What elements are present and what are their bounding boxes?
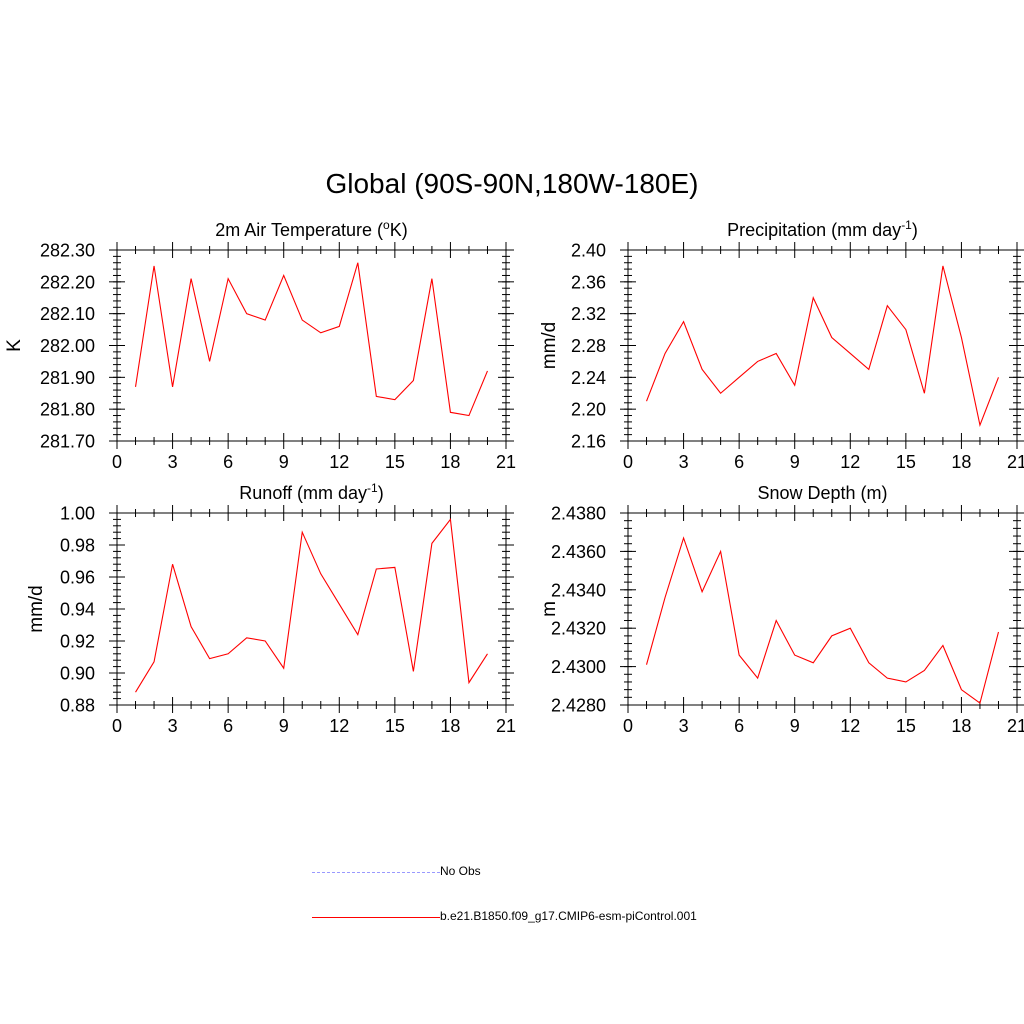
x-tick-label: 15: [385, 716, 405, 736]
x-tick-label: 9: [790, 716, 800, 736]
x-tick-label: 12: [840, 716, 860, 736]
y-tick-label: 2.32: [571, 304, 606, 324]
y-tick-label: 282.20: [40, 272, 95, 292]
x-tick-label: 12: [329, 452, 349, 472]
x-tick-label: 21: [496, 452, 516, 472]
panel-title-main: Runoff (mm day: [239, 483, 367, 503]
y-tick-label: 1.00: [60, 504, 95, 524]
y-axis-label: mm/d: [539, 322, 560, 370]
chart-snow-depth: 0 3 6 9 12 15 18 21 2.4280 2.4300 2.4320 2.4340 2.43…: [539, 483, 1024, 736]
plot-frame: [627, 249, 1018, 442]
y-axis-label: m: [539, 601, 560, 617]
y-tick-label: 2.4380: [551, 504, 606, 524]
x-tick-label: 21: [496, 716, 516, 736]
x-tick-label: 18: [440, 716, 460, 736]
panel-title-main: 2m Air Temperature (: [215, 220, 383, 240]
x-tick-label: 12: [329, 716, 349, 736]
panel-title-tail: K): [390, 220, 408, 240]
x-tick-label: 6: [223, 716, 233, 736]
x-tick-label: 15: [385, 452, 405, 472]
panel-title-sup: -1: [367, 481, 378, 495]
y-tick-label: 2.4300: [551, 657, 606, 677]
y-axis-label: K: [4, 339, 25, 352]
x-tick-label: 9: [279, 452, 289, 472]
y-tick-label: 0.98: [60, 536, 95, 556]
x-tick-label: 15: [896, 452, 916, 472]
x-tick-label: 3: [679, 716, 689, 736]
series-line: [645, 536, 1000, 704]
y-tick-label: 0.92: [60, 632, 95, 652]
y-axis-label: mm/d: [26, 585, 47, 633]
x-tick-label: 9: [279, 716, 289, 736]
y-tick-label: 2.40: [571, 241, 606, 261]
legend-swatch-obs: [312, 872, 440, 873]
series-line: [135, 517, 488, 693]
x-tick-label: 6: [734, 716, 744, 736]
panel-title: 2m Air Temperature (oK): [215, 218, 407, 240]
y-tick-label: 282.00: [40, 336, 95, 356]
y-tick-label: 2.4320: [551, 619, 606, 639]
legend-swatch-model: [312, 917, 440, 918]
y-tick-label: 282.10: [40, 304, 95, 324]
plot-frame: [116, 249, 507, 442]
panel-title: Snow Depth (m): [757, 483, 887, 503]
x-tick-label: 6: [223, 452, 233, 472]
y-tick-label: 0.94: [60, 600, 95, 620]
x-tick-label: 0: [623, 716, 633, 736]
y-tick-label: 281.70: [40, 432, 95, 452]
y-tick-label: 0.90: [60, 664, 95, 684]
x-tick-label: 3: [679, 452, 689, 472]
x-tick-label: 6: [734, 452, 744, 472]
series-line: [646, 265, 999, 428]
panel-title: Runoff (mm day-1): [239, 481, 383, 503]
y-tick-label: 281.90: [40, 368, 95, 388]
panel-title-main: Snow Depth (m): [757, 483, 887, 503]
x-tick-label: 18: [951, 452, 971, 472]
panel-title-sup: o: [383, 218, 390, 232]
y-tick-label: 2.28: [571, 336, 606, 356]
y-tick-label: 2.4280: [551, 696, 606, 716]
legend-label-model: b.e21.B1850.f09_g17.CMIP6-esm-piControl.…: [440, 909, 697, 923]
y-tick-label: 2.36: [571, 272, 606, 292]
x-tick-label: 15: [896, 716, 916, 736]
chart-runoff: 0 3 6 9 12 15 18 21 0.88 0.90 0.92 0.94 0.96 0.98 1.00…: [26, 481, 516, 736]
y-tick-label: 2.24: [571, 368, 606, 388]
x-tick-label: 0: [112, 716, 122, 736]
panel-title-tail: ): [378, 483, 384, 503]
y-tick-label: 281.80: [40, 400, 95, 420]
plot-frame: [627, 512, 1018, 706]
y-tick-label: 2.4360: [551, 542, 606, 562]
y-tick-label: 2.4340: [551, 580, 606, 600]
chart-temperature: 0 3 6 9 12 15 18 21 281.70 281.80 281.90 282.00 282.…: [4, 218, 516, 472]
series-line: [134, 262, 488, 417]
y-tick-label: 2.20: [571, 400, 606, 420]
figure-title: Global (90S-90N,180W-180E): [325, 168, 699, 199]
y-tick-label: 2.16: [571, 432, 606, 452]
panel-title: Precipitation (mm day-1): [727, 218, 918, 240]
plot-frame: [116, 512, 507, 706]
panel-title-tail: ): [912, 220, 918, 240]
panel-title-sup: -1: [901, 218, 912, 232]
y-tick-label: 0.88: [60, 696, 95, 716]
panel-title-main: Precipitation (mm day: [727, 220, 901, 240]
y-tick-label: 282.30: [40, 241, 95, 261]
x-tick-label: 0: [623, 452, 633, 472]
y-tick-label: 0.96: [60, 568, 95, 588]
x-tick-label: 0: [112, 452, 122, 472]
x-tick-label: 21: [1007, 716, 1024, 736]
chart-precipitation: 0 3 6 9 12 15 18 21 2.16 2.20 2.24 2.28 2.32 2.36 2.40…: [539, 218, 1024, 472]
x-tick-label: 18: [951, 716, 971, 736]
x-tick-label: 3: [168, 716, 178, 736]
x-tick-label: 3: [168, 452, 178, 472]
x-tick-label: 21: [1007, 452, 1024, 472]
x-tick-label: 12: [840, 452, 860, 472]
x-tick-label: 18: [440, 452, 460, 472]
legend-label-obs: No Obs: [440, 864, 481, 878]
x-tick-label: 9: [790, 452, 800, 472]
